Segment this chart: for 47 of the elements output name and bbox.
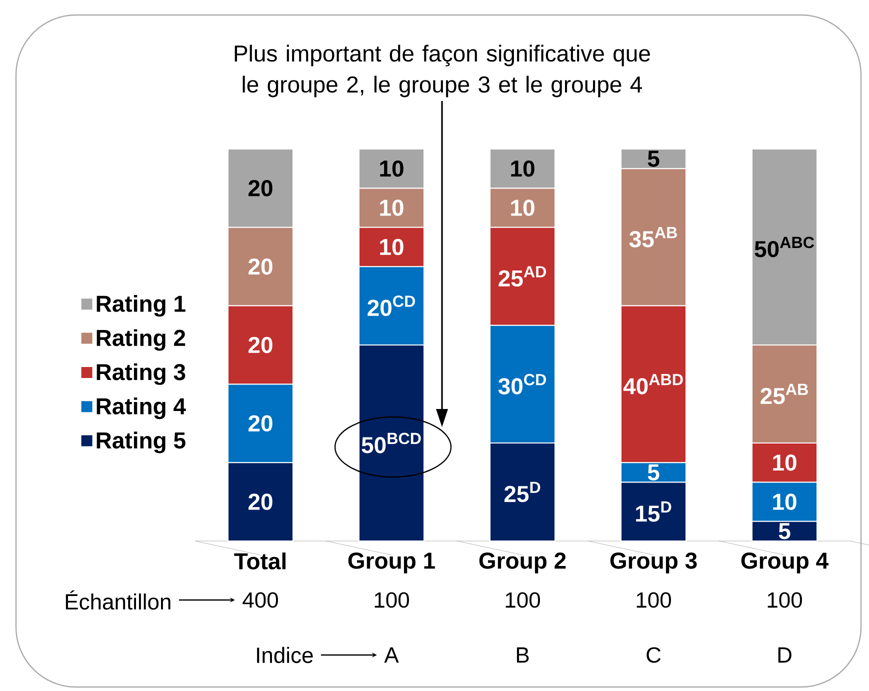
data-label: 20 <box>248 415 272 432</box>
data-label: 50$^{BCD}$ <box>362 432 421 454</box>
text: 100 <box>768 592 802 608</box>
text: Plus important de façon significative que le groupe 2, le groupe 3 et le groupe 4 <box>234 44 650 98</box>
text: C <box>646 647 661 663</box>
data-label: 10 <box>380 160 404 177</box>
text: D <box>778 647 792 663</box>
data-label: 20 <box>248 258 272 275</box>
data-label: 5 <box>648 150 660 167</box>
text: Échantillon <box>66 590 170 610</box>
x-tick-label: Group 4 <box>741 552 828 574</box>
x-tick-label: Total <box>234 552 286 570</box>
data-label: 40$^{ABD}$ <box>623 374 683 394</box>
data-label: 10 <box>380 200 404 216</box>
text: 100 <box>636 592 671 608</box>
data-label: 10 <box>511 200 534 216</box>
data-label: 20 <box>248 180 272 196</box>
data-label: 5 <box>648 464 660 480</box>
data-label: 10 <box>511 160 534 177</box>
data-label: 10 <box>773 494 796 510</box>
data-label: 35$^{AB}$ <box>629 227 677 248</box>
legend-label: Rating 4 <box>96 398 186 420</box>
x-tick-label: Group 3 <box>610 552 697 574</box>
data-label: 10 <box>773 454 796 471</box>
data-label: 20 <box>248 494 272 510</box>
legend-label: Rating 2 <box>96 329 186 351</box>
legend-label: Rating 3 <box>96 363 186 385</box>
text: 400 <box>242 592 278 608</box>
text: A <box>384 647 399 663</box>
text: B <box>516 647 529 663</box>
data-label: 30$^{CD}$ <box>498 374 546 394</box>
legend-label: Rating 5 <box>96 432 186 454</box>
data-label: 25$^{AB}$ <box>760 384 808 404</box>
data-label: 10 <box>380 238 404 256</box>
legend-label: Rating 1 <box>96 295 186 317</box>
data-label: 25$^{D}$ <box>504 482 540 502</box>
data-label: 20$^{CD}$ <box>368 296 416 316</box>
data-label: 20 <box>248 336 272 354</box>
x-tick-label: Group 1 <box>348 552 435 574</box>
data-label: 15$^{D}$ <box>636 501 672 522</box>
data-label: 50$^{ABC}$ <box>754 236 814 258</box>
data-label: 5 <box>778 523 790 540</box>
text: Indice <box>257 646 313 664</box>
x-tick-label: Group 2 <box>479 552 566 574</box>
text: 100 <box>506 592 540 608</box>
data-label: 25$^{AD}$ <box>498 266 546 287</box>
text: 100 <box>374 592 409 608</box>
